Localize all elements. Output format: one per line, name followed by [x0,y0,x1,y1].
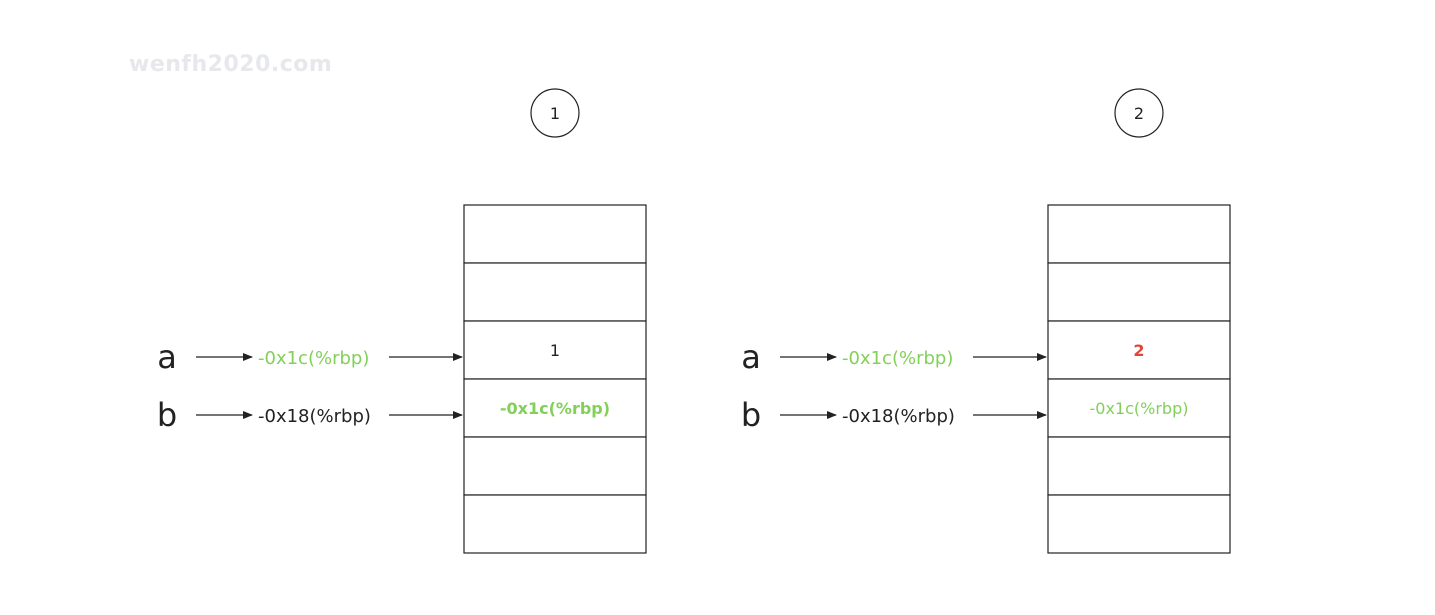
step-number: 2 [1134,104,1144,123]
variable-label: a [157,338,177,376]
variable-address: -0x1c(%rbp) [842,348,953,369]
stack-cell [463,262,647,322]
stack-cell [463,378,647,438]
step-marker: 1 [530,88,580,138]
variable-label: a [741,338,761,376]
variable-b: b -0x18(%rbp) [157,396,463,434]
stack-cell [463,436,647,496]
variable-address: -0x18(%rbp) [842,406,955,427]
variable-address: -0x18(%rbp) [258,406,371,427]
variable-b: b -0x18(%rbp) [741,396,1047,434]
panel-2: 2 2 -0x1c(%rbp) a -0x1c(%rbp) b -0x18(%rbp) [741,88,1231,554]
step-number: 1 [550,104,560,123]
variable-address: -0x1c(%rbp) [258,348,369,369]
stack-cell [463,204,647,264]
stack-cell-value: 2 [1133,341,1144,360]
watermark: wenfh2020.com [129,52,333,77]
variable-label: b [741,396,761,434]
step-circle [1114,88,1164,138]
stack-cell [1047,320,1231,380]
stack: 2 -0x1c(%rbp) [1047,204,1231,554]
step-circle [530,88,580,138]
stack-cell [1047,494,1231,554]
stack-cell [1047,204,1231,264]
panel-1: 1 1 -0x1c(%rbp) a -0x1c(%rbp) b -0x18(%rbp) [157,88,647,554]
variable-a: a -0x1c(%rbp) [157,338,463,376]
step-marker: 2 [1114,88,1164,138]
stack: 1 -0x1c(%rbp) [463,204,647,554]
stack-cell-value: -0x1c(%rbp) [500,399,610,418]
stack-cell [463,494,647,554]
stack-cell [1047,436,1231,496]
stack-cell-value: -0x1c(%rbp) [1090,399,1189,418]
stack-cell [1047,262,1231,322]
stack-cell-value: 1 [550,341,560,360]
variable-label: b [157,396,177,434]
variable-a: a -0x1c(%rbp) [741,338,1047,376]
